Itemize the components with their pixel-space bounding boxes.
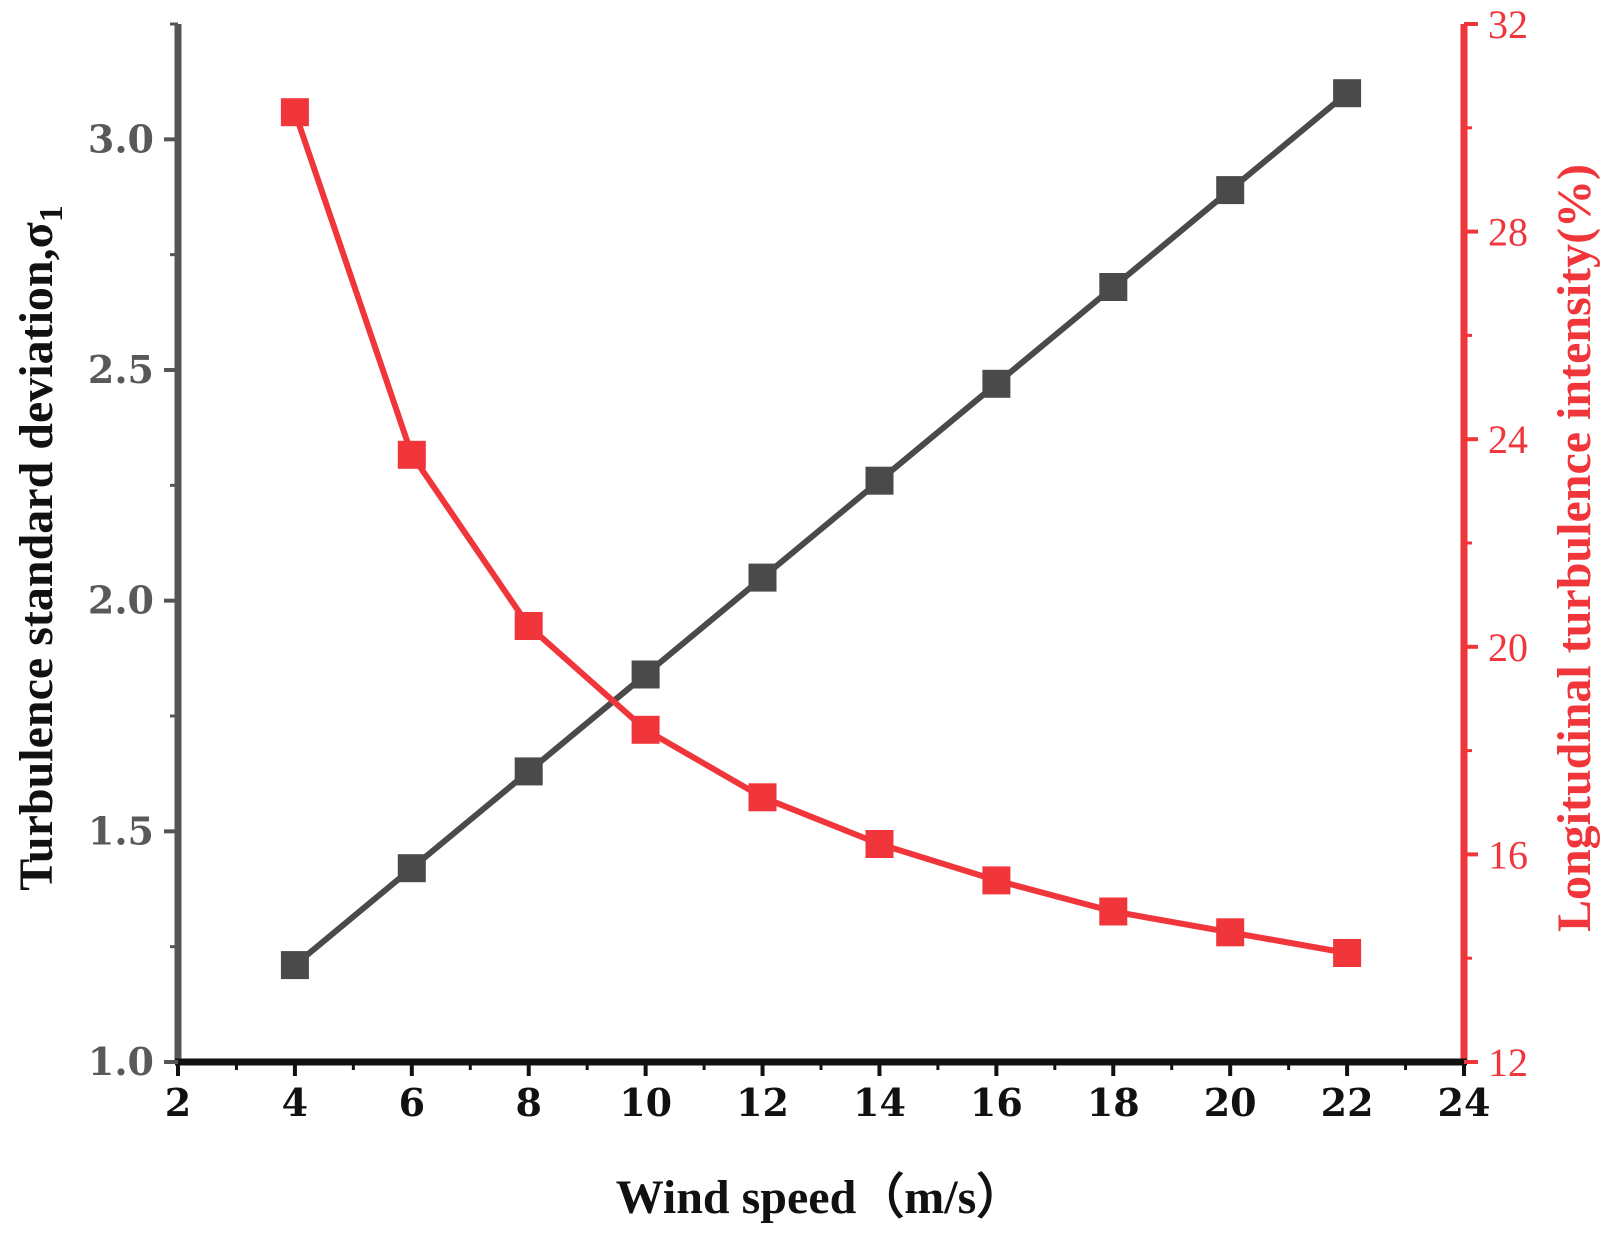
x-tick-label: 2	[165, 1080, 191, 1125]
right-tick-label: 20	[1488, 625, 1528, 670]
x-tick-label: 20	[1204, 1080, 1257, 1125]
turbulence-std-point	[631, 660, 660, 689]
right-tick-label: 32	[1488, 2, 1528, 47]
left-tick-label: 1.5	[88, 808, 154, 853]
turbulence-intensity-point	[1333, 939, 1362, 967]
x-tick-label: 4	[282, 1080, 308, 1125]
right-tick-label: 12	[1488, 1040, 1528, 1085]
turbulence-std-line	[292, 90, 1350, 968]
turbulence-std-point	[397, 854, 426, 883]
left-tick-label: 2.0	[88, 578, 154, 623]
x-tick-label: 16	[970, 1080, 1023, 1125]
turbulence-intensity-point	[748, 783, 777, 812]
turbulence-intensity-point	[280, 98, 309, 127]
turbulence-intensity-point	[631, 715, 660, 744]
right-tick-label: 24	[1488, 417, 1528, 462]
turbulence-std-point	[982, 369, 1011, 398]
left-axis-title-subscript: 1	[33, 205, 70, 222]
left-axis-title-main: Turbulence standard deviation,σ	[10, 222, 63, 890]
x-tick-label: 12	[736, 1080, 789, 1125]
right-tick-label: 28	[1488, 210, 1528, 255]
right-tick-label: 16	[1488, 832, 1528, 877]
turbulence-std-point	[514, 757, 543, 786]
x-axis-title: Wind speed（m/s）	[616, 1171, 1025, 1224]
data-series	[280, 79, 1362, 980]
left-tick-label: 3.0	[88, 116, 154, 161]
x-tick-label: 6	[399, 1080, 425, 1125]
turbulence-intensity-line	[292, 111, 1348, 956]
turbulence-std-point	[280, 951, 309, 980]
x-tick-label: 14	[853, 1080, 906, 1125]
x-tick-label: 22	[1321, 1080, 1374, 1125]
x-tick-label: 18	[1087, 1080, 1140, 1125]
turbulence-std-point	[748, 563, 777, 592]
turbulence-std-point	[1333, 79, 1362, 108]
turbulence-intensity-point	[514, 612, 543, 640]
left-tick-label: 1.0	[88, 1039, 154, 1084]
axis-ticks: 2 4 6 8 10 12 14 16 18 20 22 241.01.52.02.53.012162…	[88, 2, 1528, 1125]
turbulence-std-point	[1099, 273, 1128, 301]
left-tick-label: 2.5	[88, 347, 154, 392]
x-tick-label: 8	[516, 1080, 542, 1125]
turbulence-std-point	[865, 466, 894, 495]
turbulence-intensity-point	[1216, 918, 1245, 947]
x-tick-label: 24	[1438, 1080, 1491, 1125]
turbulence-intensity-point	[982, 866, 1011, 895]
turbulence-intensity-point	[865, 830, 894, 858]
turbulence-intensity-point	[397, 440, 426, 469]
left-axis-title: Turbulence standard deviation,σ1	[10, 205, 70, 890]
right-axis-title: Longitudinal turbulence intensity(%)	[1548, 164, 1601, 932]
turbulence-intensity-point	[1099, 897, 1128, 926]
turbulence-std-point	[1216, 176, 1245, 205]
x-tick-label: 10	[619, 1080, 672, 1125]
